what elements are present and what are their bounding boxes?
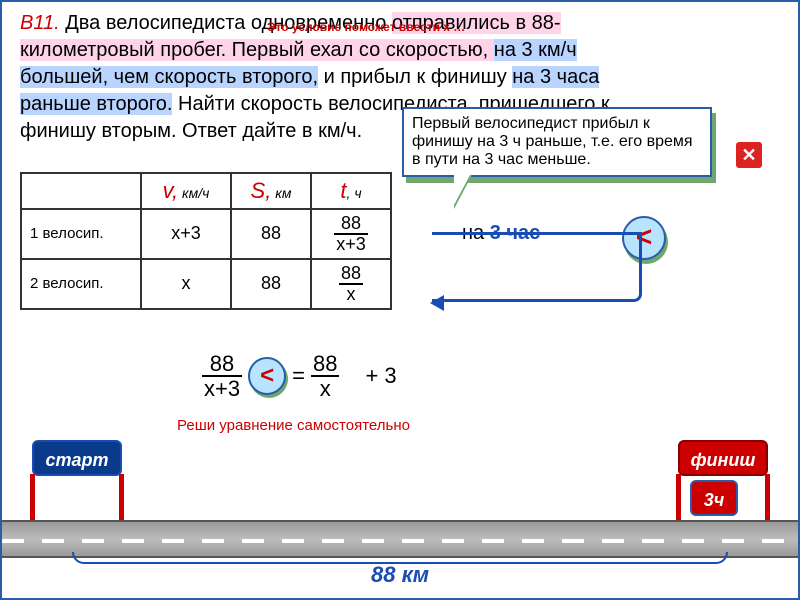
pole-icon (765, 474, 770, 520)
eq-right: 88x (311, 352, 339, 400)
problem-line5: финишу вторым. (20, 120, 177, 142)
table-header-row: v, км/ч S, км t, ч (21, 173, 391, 209)
hint-top: Это условие поможет ввести х … (267, 20, 465, 34)
tooltip: Первый велосипедист прибыл к финишу на 3… (402, 107, 712, 177)
problem-line3b: и прибыл к финишу (318, 66, 512, 88)
finish-label: финиш (678, 440, 768, 476)
time-bubble: 3ч (690, 480, 738, 516)
problem-number: В11. (20, 12, 60, 34)
problem-line5b: Ответ дайте в км/ч. (177, 120, 363, 142)
cell-t2: 88x (311, 259, 391, 309)
pole-icon (30, 474, 35, 520)
problem-line3a: большей, чем скорость второго, (20, 66, 318, 88)
table-row: 2 велосип. x 88 88x (21, 259, 391, 309)
equation-hint: Реши уравнение самостоятельно (177, 417, 410, 434)
close-button[interactable]: ✕ (736, 142, 762, 168)
row2-label: 2 велосип. (21, 259, 141, 309)
pole-icon (676, 474, 681, 520)
eq-plus: + 3 (365, 363, 396, 389)
header-v: v, км/ч (141, 173, 231, 209)
problem-hl3: на 3 часа (512, 66, 599, 88)
start-label: старт (32, 440, 122, 476)
equation: 88x+3 < = 88x + 3 (202, 352, 397, 400)
problem-line2a: километровый пробег. Первый ехал со скор… (20, 39, 494, 61)
row1-label: 1 велосип. (21, 209, 141, 259)
cell-v1: x+3 (141, 209, 231, 259)
less-than-badge-inline: < (248, 357, 286, 395)
cell-s2: 88 (231, 259, 311, 309)
cell-t1: 88x+3 (311, 209, 391, 259)
header-blank (21, 173, 141, 209)
eq-equals: = (292, 363, 305, 389)
pole-icon (119, 474, 124, 520)
data-table: v, км/ч S, км t, ч 1 велосип. x+3 88 88x… (20, 172, 392, 310)
cell-v2: x (141, 259, 231, 309)
slide: В11. Два велосипедиста одновременно отпр… (0, 0, 800, 600)
tooltip-text: Первый велосипедист прибыл к финишу на 3… (412, 115, 693, 168)
header-s: S, км (231, 173, 311, 209)
header-t: t, ч (311, 173, 391, 209)
connector-arrow-2 (432, 232, 642, 302)
problem-hl2: на 3 км/ч (494, 39, 577, 61)
distance-label: 88 км (2, 562, 798, 588)
table-row: 1 велосип. x+3 88 88x+3 (21, 209, 391, 259)
eq-left: 88x+3 (202, 352, 242, 400)
cell-s1: 88 (231, 209, 311, 259)
start-flag: старт (22, 440, 132, 520)
problem-line4a: раньше второго. (20, 93, 172, 115)
